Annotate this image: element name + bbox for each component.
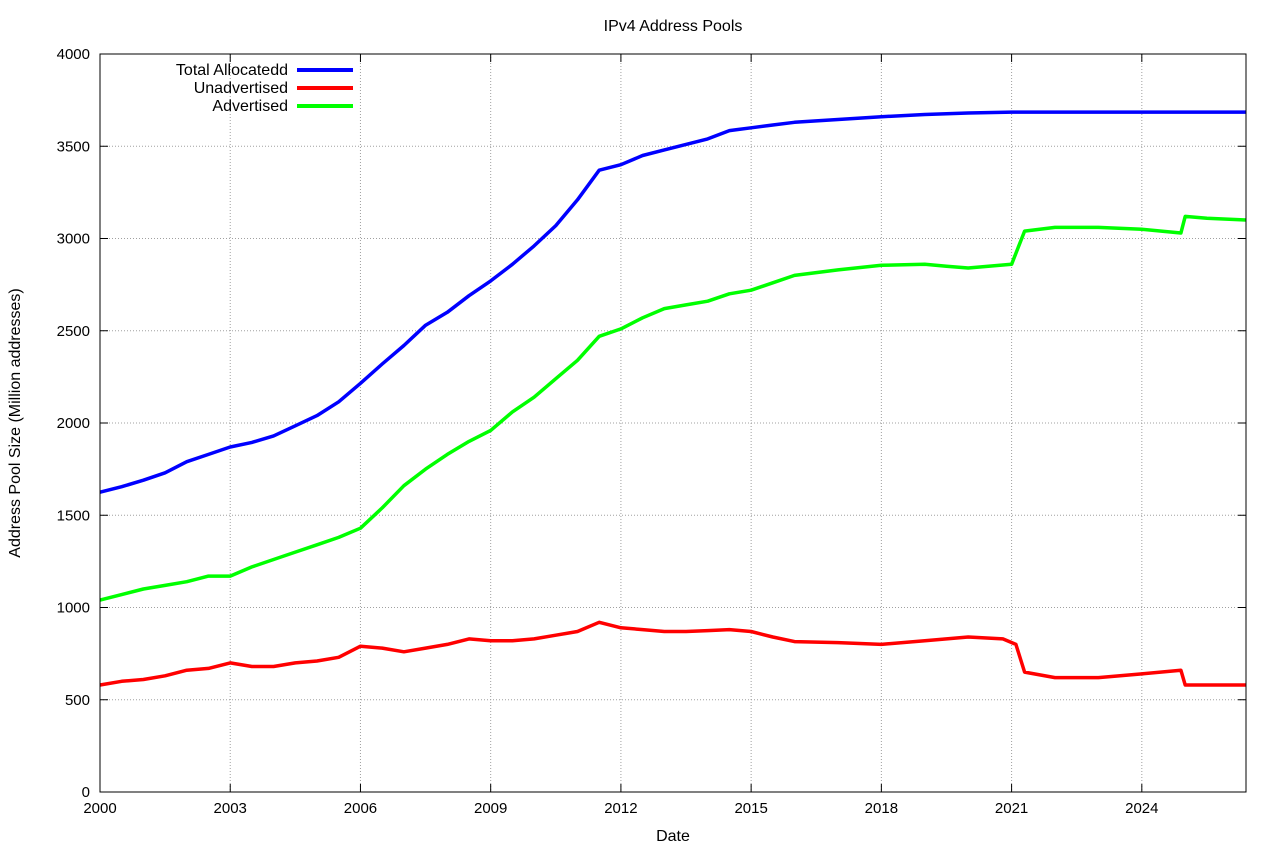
- x-tick-label: 2018: [865, 800, 898, 817]
- grid-lines: [100, 54, 1246, 792]
- y-tick-label: 3500: [57, 138, 90, 155]
- x-tick-label: 2006: [344, 800, 377, 817]
- series-line-0: [99, 110, 1246, 494]
- x-tick-label: 2000: [83, 800, 116, 817]
- y-tick-label: 0: [82, 784, 90, 801]
- series-line-1: [99, 620, 1246, 687]
- legend-label: Unadvertised: [194, 80, 288, 97]
- y-tick-label: 500: [65, 692, 90, 709]
- y-tick-label: 1500: [57, 507, 90, 524]
- legend-label: Total Allocatedd: [176, 62, 288, 79]
- x-tick-label: 2024: [1125, 800, 1158, 817]
- y-tick-label: 2000: [57, 415, 90, 432]
- y-tick-label: 4000: [57, 46, 90, 63]
- x-tick-label: 2012: [604, 800, 637, 817]
- x-tick-label: 2021: [995, 800, 1028, 817]
- axis-ticks: 2000 2003 2006 2009 2012 2015 2018 2021 2024 0 500…: [57, 46, 1246, 817]
- chart-title: IPv4 Address Pools: [604, 18, 743, 35]
- x-tick-label: 2015: [734, 800, 767, 817]
- x-tick-label: 2009: [474, 800, 507, 817]
- data-series: [99, 110, 1247, 687]
- legend-label: Advertised: [212, 98, 288, 115]
- y-tick-label: 1000: [57, 600, 90, 617]
- x-tick-label: 2003: [214, 800, 247, 817]
- y-tick-label: 3000: [57, 231, 90, 248]
- x-axis-label: Date: [656, 828, 690, 845]
- y-axis-label: Address Pool Size (Million addresses): [7, 288, 24, 557]
- y-tick-label: 2500: [57, 323, 90, 340]
- series-line-2: [99, 214, 1247, 602]
